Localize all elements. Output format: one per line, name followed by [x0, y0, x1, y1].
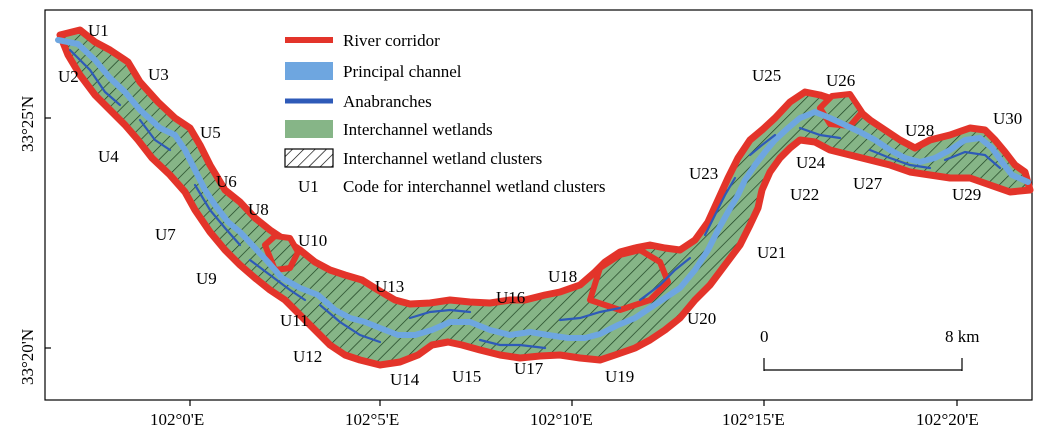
- legend-label-interchannel-wetlands: Interchannel wetlands: [343, 120, 493, 139]
- hatched-box-swatch: [284, 148, 334, 168]
- cluster-label-u8: U8: [248, 200, 269, 219]
- cluster-label-u22: U22: [790, 185, 819, 204]
- wetland-lobe-u18: [587, 247, 671, 313]
- cluster-label-u11: U11: [280, 311, 309, 330]
- river-corridor-polygon: [56, 26, 1034, 369]
- legend-code-example: U1: [298, 177, 319, 196]
- y-tick-label: 33°20'N: [18, 329, 37, 385]
- y-tick-label: 33°25'N: [18, 96, 37, 152]
- principal-channel-line: [55, 37, 1031, 341]
- cluster-label-u10: U10: [298, 231, 327, 250]
- x-tick-label: 102°20'E: [916, 410, 979, 429]
- legend-label-cluster-code: Code for interchannel wetland clusters: [343, 177, 605, 196]
- legend-label-wetland-clusters: Interchannel wetland clusters: [343, 149, 542, 168]
- x-tick-label: 102°0'E: [150, 410, 204, 429]
- legend-box: [276, 24, 690, 200]
- cluster-label-u20: U20: [687, 309, 716, 328]
- cluster-label-u21: U21: [757, 243, 786, 262]
- cluster-label-u3: U3: [148, 65, 169, 84]
- cluster-label-u9: U9: [196, 269, 217, 288]
- cluster-label-u26: U26: [826, 71, 855, 90]
- legend-label-river-corridor: River corridor: [343, 31, 440, 50]
- cluster-label-u12: U12: [293, 347, 322, 366]
- cluster-label-u23: U23: [689, 164, 718, 183]
- cluster-label-u27: U27: [853, 174, 883, 193]
- x-tick-labels: 102°0'E 102°5'E 102°10'E 102°15'E 102°20…: [150, 410, 979, 429]
- green-fill-swatch: [285, 120, 333, 138]
- scale-bar-end-label: 8 km: [945, 327, 979, 346]
- cluster-label-u14: U14: [390, 370, 420, 389]
- cluster-label-u13: U13: [375, 277, 404, 296]
- cluster-label-u28: U28: [905, 121, 934, 140]
- anabranches: [68, 48, 1002, 350]
- x-tick-label: 102°15'E: [722, 410, 785, 429]
- x-tick-label: 102°5'E: [345, 410, 399, 429]
- cluster-label-u30: U30: [993, 109, 1022, 128]
- cluster-label-u17: U17: [514, 359, 544, 378]
- legend: River corridor Principal channel Anabran…: [284, 31, 605, 196]
- cluster-label-u5: U5: [200, 123, 221, 142]
- legend-label-principal-channel: Principal channel: [343, 62, 462, 81]
- cluster-label-u29: U29: [952, 185, 981, 204]
- cluster-label-u6: U6: [216, 172, 237, 191]
- x-tick-label: 102°10'E: [530, 410, 593, 429]
- cluster-label-u2: U2: [58, 67, 79, 86]
- cluster-label-u19: U19: [605, 367, 634, 386]
- cluster-label-u24: U24: [796, 153, 826, 172]
- cluster-label-u15: U15: [452, 367, 481, 386]
- cluster-label-u16: U16: [496, 288, 525, 307]
- y-tick-labels: 33°25'N 33°20'N: [18, 96, 37, 385]
- cluster-label-u18: U18: [548, 267, 577, 286]
- cluster-label-u1: U1: [88, 21, 109, 40]
- cluster-labels: U1 U2 U3 U4 U5 U6 U7 U8 U9 U10 U11 U12 U…: [58, 21, 1022, 389]
- axis-ticks: [45, 117, 958, 406]
- legend-label-anabranches: Anabranches: [343, 92, 432, 111]
- cluster-label-u7: U7: [155, 225, 176, 244]
- scale-bar: 0 8 km: [760, 327, 979, 371]
- cluster-label-u25: U25: [752, 66, 781, 85]
- scale-bar-start-label: 0: [760, 327, 769, 346]
- cluster-label-u4: U4: [98, 147, 119, 166]
- light-blue-band-swatch: [285, 62, 333, 80]
- map-frame: [44, 9, 1033, 401]
